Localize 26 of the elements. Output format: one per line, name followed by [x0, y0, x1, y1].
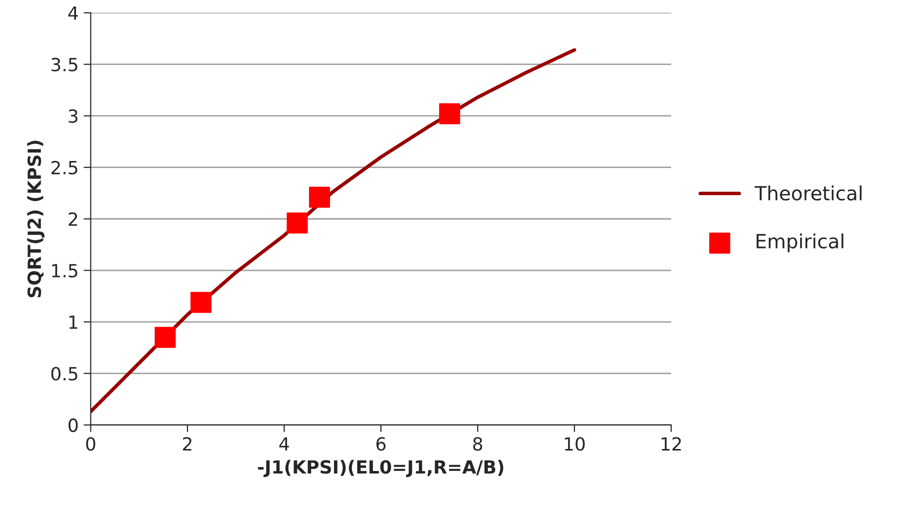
y-tick-label: 3.5 — [52, 58, 78, 72]
point — [154, 326, 176, 348]
line-series — [90, 48, 576, 414]
y-tick-label: 4 — [68, 6, 78, 20]
y-tick-label: 0.5 — [51, 366, 78, 381]
x-axis-title: -J1(KPSI)(EL0=J1,R=A/B) — [258, 460, 504, 478]
point — [308, 186, 330, 208]
x-tick-label: 8 — [473, 437, 482, 451]
y-tick-label: 2.5 — [52, 160, 78, 174]
point — [439, 103, 460, 124]
x-tick-label: 10 — [564, 437, 585, 451]
x-tick-label: 0 — [86, 437, 96, 451]
point — [190, 292, 212, 313]
x-tick-label: 4 — [279, 437, 289, 450]
x-tick-label: 2 — [183, 437, 192, 450]
y-axis-title: SQRT(J2) (KPSI) — [27, 140, 44, 298]
y-tick-label: 1.5 — [52, 264, 78, 278]
y-tick-label: 3 — [68, 109, 78, 123]
y-tick-label: 1 — [69, 316, 78, 329]
y-tick-label: 2 — [68, 212, 78, 226]
x-tick-label: 6 — [376, 437, 386, 451]
x-tick-label: 12 — [662, 437, 681, 450]
legend-label: Theoretical — [754, 185, 862, 201]
point — [286, 212, 308, 234]
y-tick-label: 0 — [68, 418, 78, 432]
legend-label: Empirical — [756, 233, 844, 252]
